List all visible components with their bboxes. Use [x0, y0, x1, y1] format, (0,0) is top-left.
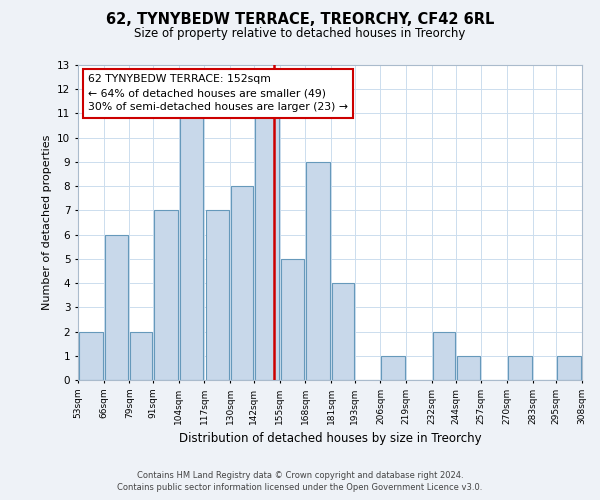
Text: 62 TYNYBEDW TERRACE: 152sqm
← 64% of detached houses are smaller (49)
30% of sem: 62 TYNYBEDW TERRACE: 152sqm ← 64% of det…: [88, 74, 348, 112]
Bar: [557, 356, 581, 380]
Bar: [206, 210, 229, 380]
Bar: [130, 332, 152, 380]
Bar: [457, 356, 480, 380]
X-axis label: Distribution of detached houses by size in Treorchy: Distribution of detached houses by size …: [179, 432, 481, 446]
Bar: [79, 332, 103, 380]
Bar: [508, 356, 532, 380]
Bar: [180, 114, 203, 380]
Text: Size of property relative to detached houses in Treorchy: Size of property relative to detached ho…: [134, 28, 466, 40]
Bar: [307, 162, 330, 380]
Bar: [154, 210, 178, 380]
Bar: [281, 259, 304, 380]
Bar: [433, 332, 455, 380]
Bar: [382, 356, 405, 380]
Bar: [231, 186, 253, 380]
Bar: [105, 234, 128, 380]
Bar: [332, 283, 354, 380]
Bar: [255, 114, 278, 380]
Y-axis label: Number of detached properties: Number of detached properties: [41, 135, 52, 310]
Text: 62, TYNYBEDW TERRACE, TREORCHY, CF42 6RL: 62, TYNYBEDW TERRACE, TREORCHY, CF42 6RL: [106, 12, 494, 28]
Text: Contains HM Land Registry data © Crown copyright and database right 2024.
Contai: Contains HM Land Registry data © Crown c…: [118, 471, 482, 492]
